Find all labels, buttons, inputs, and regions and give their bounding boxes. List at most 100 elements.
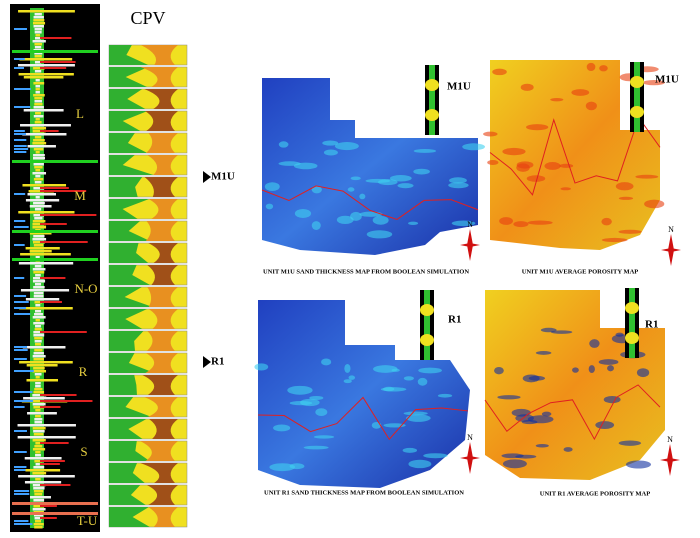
log-trace [20, 253, 71, 256]
map-texture [644, 199, 665, 209]
log-trace [35, 304, 41, 307]
mini-log-peak [630, 76, 644, 88]
map-texture [334, 142, 359, 151]
log-trace [33, 139, 45, 142]
log-trace [33, 331, 45, 334]
map-label: M1U [655, 74, 679, 86]
log-trace [35, 310, 41, 313]
log-trace [22, 133, 67, 136]
log-trace [35, 376, 40, 379]
map-caption: UNIT M1U AVERAGE POROSITY MAP [522, 268, 639, 275]
log-trace [32, 427, 46, 430]
log-trace [18, 475, 75, 478]
mini-log-peak [625, 302, 639, 314]
cpv-fill [148, 507, 178, 527]
log-trace [35, 415, 41, 418]
log-trace [23, 109, 64, 112]
map-texture [403, 376, 414, 381]
log-trace [34, 265, 42, 268]
log-trace [35, 325, 41, 328]
log-trace [34, 520, 42, 523]
map-label: R1 [448, 314, 461, 326]
map-texture [313, 435, 335, 439]
log-trace [34, 301, 42, 304]
log-trace [27, 193, 56, 196]
map-texture [497, 395, 521, 400]
map-texture [408, 221, 419, 226]
log-trace [34, 340, 42, 343]
map-texture [437, 393, 453, 398]
map-texture [350, 176, 361, 181]
log-trace [34, 100, 43, 103]
map [490, 60, 660, 250]
log-spike [14, 130, 25, 132]
log-trace [33, 106, 44, 109]
map-texture [336, 215, 354, 225]
log-trace [34, 46, 42, 49]
map-texture [595, 421, 615, 430]
map-texture [287, 385, 313, 395]
mini-log-peak [630, 106, 644, 118]
log-trace [34, 181, 42, 184]
log-trace [34, 55, 42, 58]
map-texture [413, 149, 437, 153]
log-trace [32, 40, 46, 43]
compass [661, 234, 681, 266]
cpv-fill [109, 309, 148, 329]
log-trace [35, 79, 40, 82]
log-spike [14, 193, 26, 195]
log-marker [12, 502, 98, 505]
log-trace [33, 163, 44, 166]
log-trace [18, 10, 75, 13]
log-marker [12, 258, 98, 261]
log-trace [32, 142, 47, 145]
log-trace [35, 451, 41, 454]
fault-line [261, 185, 479, 220]
log-trace [35, 151, 40, 154]
log-trace [34, 493, 43, 496]
log-trace [17, 436, 76, 439]
log-spike [14, 466, 27, 468]
log-trace [25, 247, 60, 250]
log-trace [33, 433, 44, 436]
north-label: N [668, 225, 674, 234]
log-trace [26, 364, 58, 367]
log-spike [14, 346, 28, 348]
cpv-fill [140, 67, 178, 87]
log-trace [34, 421, 43, 424]
cpv-fill [109, 485, 146, 505]
log-spike [14, 106, 31, 108]
log-spike [14, 370, 34, 372]
log-spike [40, 61, 76, 63]
log-trace [20, 124, 71, 127]
fault-line [489, 116, 661, 196]
log-trace [32, 241, 46, 244]
map-texture [501, 453, 524, 459]
map-texture [487, 160, 499, 165]
log-trace [34, 136, 42, 139]
map-texture [451, 220, 476, 227]
map-texture [494, 366, 504, 375]
log-trace [32, 316, 46, 319]
map-texture [589, 339, 600, 348]
log-trace [27, 145, 56, 148]
map-texture [635, 174, 659, 179]
log-trace [32, 220, 46, 223]
map-caption: UNIT R1 AVERAGE POROSITY MAP [540, 490, 650, 497]
map-texture [515, 414, 534, 422]
cpv-fill [109, 89, 146, 109]
map-texture [492, 68, 507, 76]
map-texture [309, 395, 324, 400]
map-texture [541, 411, 552, 417]
cpv-fill [109, 45, 149, 65]
map-texture [499, 217, 513, 225]
log-trace [34, 373, 42, 376]
log-spike [14, 400, 34, 402]
log-trace [33, 244, 44, 247]
map-texture [293, 162, 318, 170]
log-spike [40, 190, 87, 192]
cpv-fill [109, 463, 145, 483]
log-trace [34, 388, 43, 391]
map-texture [423, 453, 448, 459]
